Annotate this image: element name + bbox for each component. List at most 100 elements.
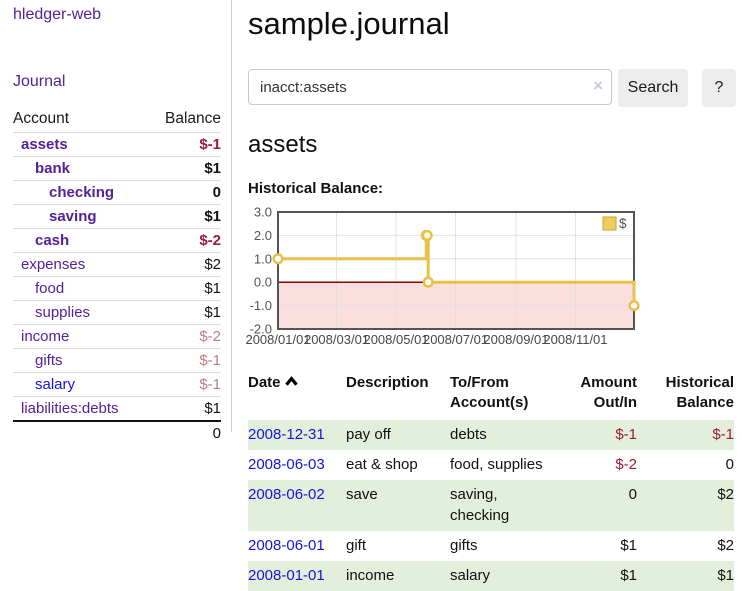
search-help-button[interactable]: ? <box>702 69 736 107</box>
transaction-accounts: saving, checking <box>450 485 510 524</box>
account-link[interactable]: assets <box>21 136 68 153</box>
chart-title: Historical Balance: <box>248 180 384 197</box>
account-name-cell: checking <box>13 180 149 205</box>
account-row: expenses $2 <box>13 252 221 277</box>
account-link[interactable]: supplies <box>35 304 91 321</box>
account-name-cell: saving <box>13 204 149 229</box>
account-title: assets <box>248 131 318 158</box>
sort-ascending-icon <box>284 376 298 386</box>
account-link[interactable]: bank <box>35 160 71 177</box>
col-accounts[interactable]: To/From Account(s) <box>450 374 529 412</box>
data-point-marker <box>422 276 434 288</box>
transaction-balance: $2 <box>717 485 734 503</box>
search-input-wrap: × <box>248 69 612 105</box>
transaction-description: pay off <box>346 425 391 443</box>
x-tick-label: 2008/11/01 <box>543 332 607 347</box>
account-row: supplies $1 <box>13 300 221 325</box>
account-link[interactable]: saving <box>49 208 97 225</box>
transaction-date-link[interactable]: 2008-06-03 <box>248 455 325 473</box>
transaction-row[interactable]: 2008-06-01 gift gifts $1 $2 <box>248 531 734 561</box>
transaction-row[interactable]: 2008-01-01 income salary $1 $1 <box>248 560 734 591</box>
account-link[interactable]: gifts <box>35 352 63 369</box>
accounts-total-row: 0 <box>13 420 221 445</box>
accounts-table: Account Balance assets $-1 bank $1 checking 0… <box>13 108 221 445</box>
transaction-amount: $-2 <box>615 455 637 473</box>
x-tick-label: 2008/09/01 <box>483 332 548 347</box>
accounts-col-account: Account <box>13 108 149 133</box>
search-input[interactable] <box>248 69 612 105</box>
sidebar: hledger-web Journal Account Balance asse… <box>0 0 232 445</box>
search-button[interactable]: Search <box>618 69 688 107</box>
account-name-cell: food <box>13 276 149 301</box>
account-row: cash $-2 <box>13 228 221 253</box>
transaction-accounts: salary <box>450 566 491 584</box>
account-balance: $-2 <box>148 324 221 349</box>
account-row: liabilities:debts $1 <box>13 396 221 422</box>
account-link[interactable]: checking <box>49 184 115 201</box>
account-link[interactable]: liabilities:debts <box>21 400 119 417</box>
account-name-cell: salary <box>13 372 149 397</box>
x-tick-label: 2008/07/01 <box>423 332 488 347</box>
transaction-date-link[interactable]: 2008-06-01 <box>248 536 325 554</box>
account-name-cell: income <box>13 324 149 349</box>
account-name-cell: bank <box>13 156 149 181</box>
app-title-link[interactable]: hledger-web <box>13 6 102 23</box>
transaction-balance: $-1 <box>712 425 734 443</box>
account-balance: $-1 <box>148 348 221 373</box>
account-row: salary $-1 <box>13 372 221 397</box>
account-link[interactable]: expenses <box>21 256 86 273</box>
sidebar-item-journal[interactable]: Journal <box>13 73 66 90</box>
accounts-total-spacer <box>13 420 149 445</box>
y-tick-label: 2.0 <box>254 228 272 243</box>
account-balance: $2 <box>148 252 221 277</box>
data-point-marker <box>272 253 284 265</box>
account-link[interactable]: income <box>21 328 70 345</box>
transaction-row[interactable]: 2008-06-03 eat & shop food, supplies $-2 0 <box>248 450 734 480</box>
x-tick-label: 2008/01/01 <box>245 332 310 347</box>
transaction-date-cell: 2008-06-01 <box>248 531 346 561</box>
account-row: checking 0 <box>13 180 221 205</box>
transaction-date-link[interactable]: 2008-12-31 <box>248 425 325 443</box>
data-point-marker <box>421 229 433 241</box>
account-balance: 0 <box>148 180 221 205</box>
account-balance: $1 <box>148 300 221 325</box>
account-row: bank $1 <box>13 156 221 181</box>
transaction-description: gift <box>346 536 367 554</box>
account-link[interactable]: cash <box>35 232 70 249</box>
transaction-balance: $2 <box>717 536 734 554</box>
col-amount[interactable]: Amount Out/In <box>580 374 637 412</box>
account-row: income $-2 <box>13 324 221 349</box>
data-point-marker <box>628 300 640 312</box>
account-balance: $-1 <box>148 372 221 397</box>
transaction-date-cell: 2008-12-31 <box>248 420 346 450</box>
account-link[interactable]: food <box>35 280 65 297</box>
account-balance: $1 <box>148 156 221 181</box>
account-name-cell: assets <box>13 132 149 157</box>
search-clear-icon[interactable]: × <box>593 76 603 95</box>
accounts-total-value: 0 <box>148 420 221 445</box>
transaction-date-cell: 2008-06-03 <box>248 450 346 480</box>
account-name-cell: gifts <box>13 348 149 373</box>
x-tick-label: 2008/03/01 <box>304 332 369 347</box>
historical-balance-chart: $3.0 2.0 1.0 0.0 -1.0 -2.0 2008/01/01 2008/03/0… <box>245 205 742 352</box>
account-link[interactable]: salary <box>35 376 76 393</box>
transaction-balance: $1 <box>717 566 734 584</box>
account-row: gifts $-1 <box>13 348 221 373</box>
account-balance: $-1 <box>148 132 221 157</box>
account-row: assets $-1 <box>13 132 221 157</box>
account-balance: $1 <box>148 204 221 229</box>
account-row: food $1 <box>13 276 221 301</box>
transaction-date-link[interactable]: 2008-01-01 <box>248 566 325 584</box>
transaction-amount: $1 <box>620 536 637 554</box>
y-tick-label: 3.0 <box>254 205 272 220</box>
col-balance[interactable]: Historical Balance <box>665 374 734 412</box>
transaction-amount: $1 <box>620 566 637 584</box>
col-description[interactable]: Description <box>346 374 429 391</box>
chart-canvas: $3.0 2.0 1.0 0.0 -1.0 -2.02008/01/012008/03/0… <box>245 205 640 347</box>
transaction-row[interactable]: 2008-12-31 pay off debts $-1 $-1 <box>248 419 734 450</box>
transaction-row[interactable]: 2008-06-02 save saving, checking 0 $2 <box>248 479 734 531</box>
transaction-date-link[interactable]: 2008-06-02 <box>248 485 325 503</box>
col-date[interactable]: Date <box>248 371 346 420</box>
transaction-amount: $-1 <box>615 425 637 443</box>
col-date-label: Date <box>248 374 281 391</box>
